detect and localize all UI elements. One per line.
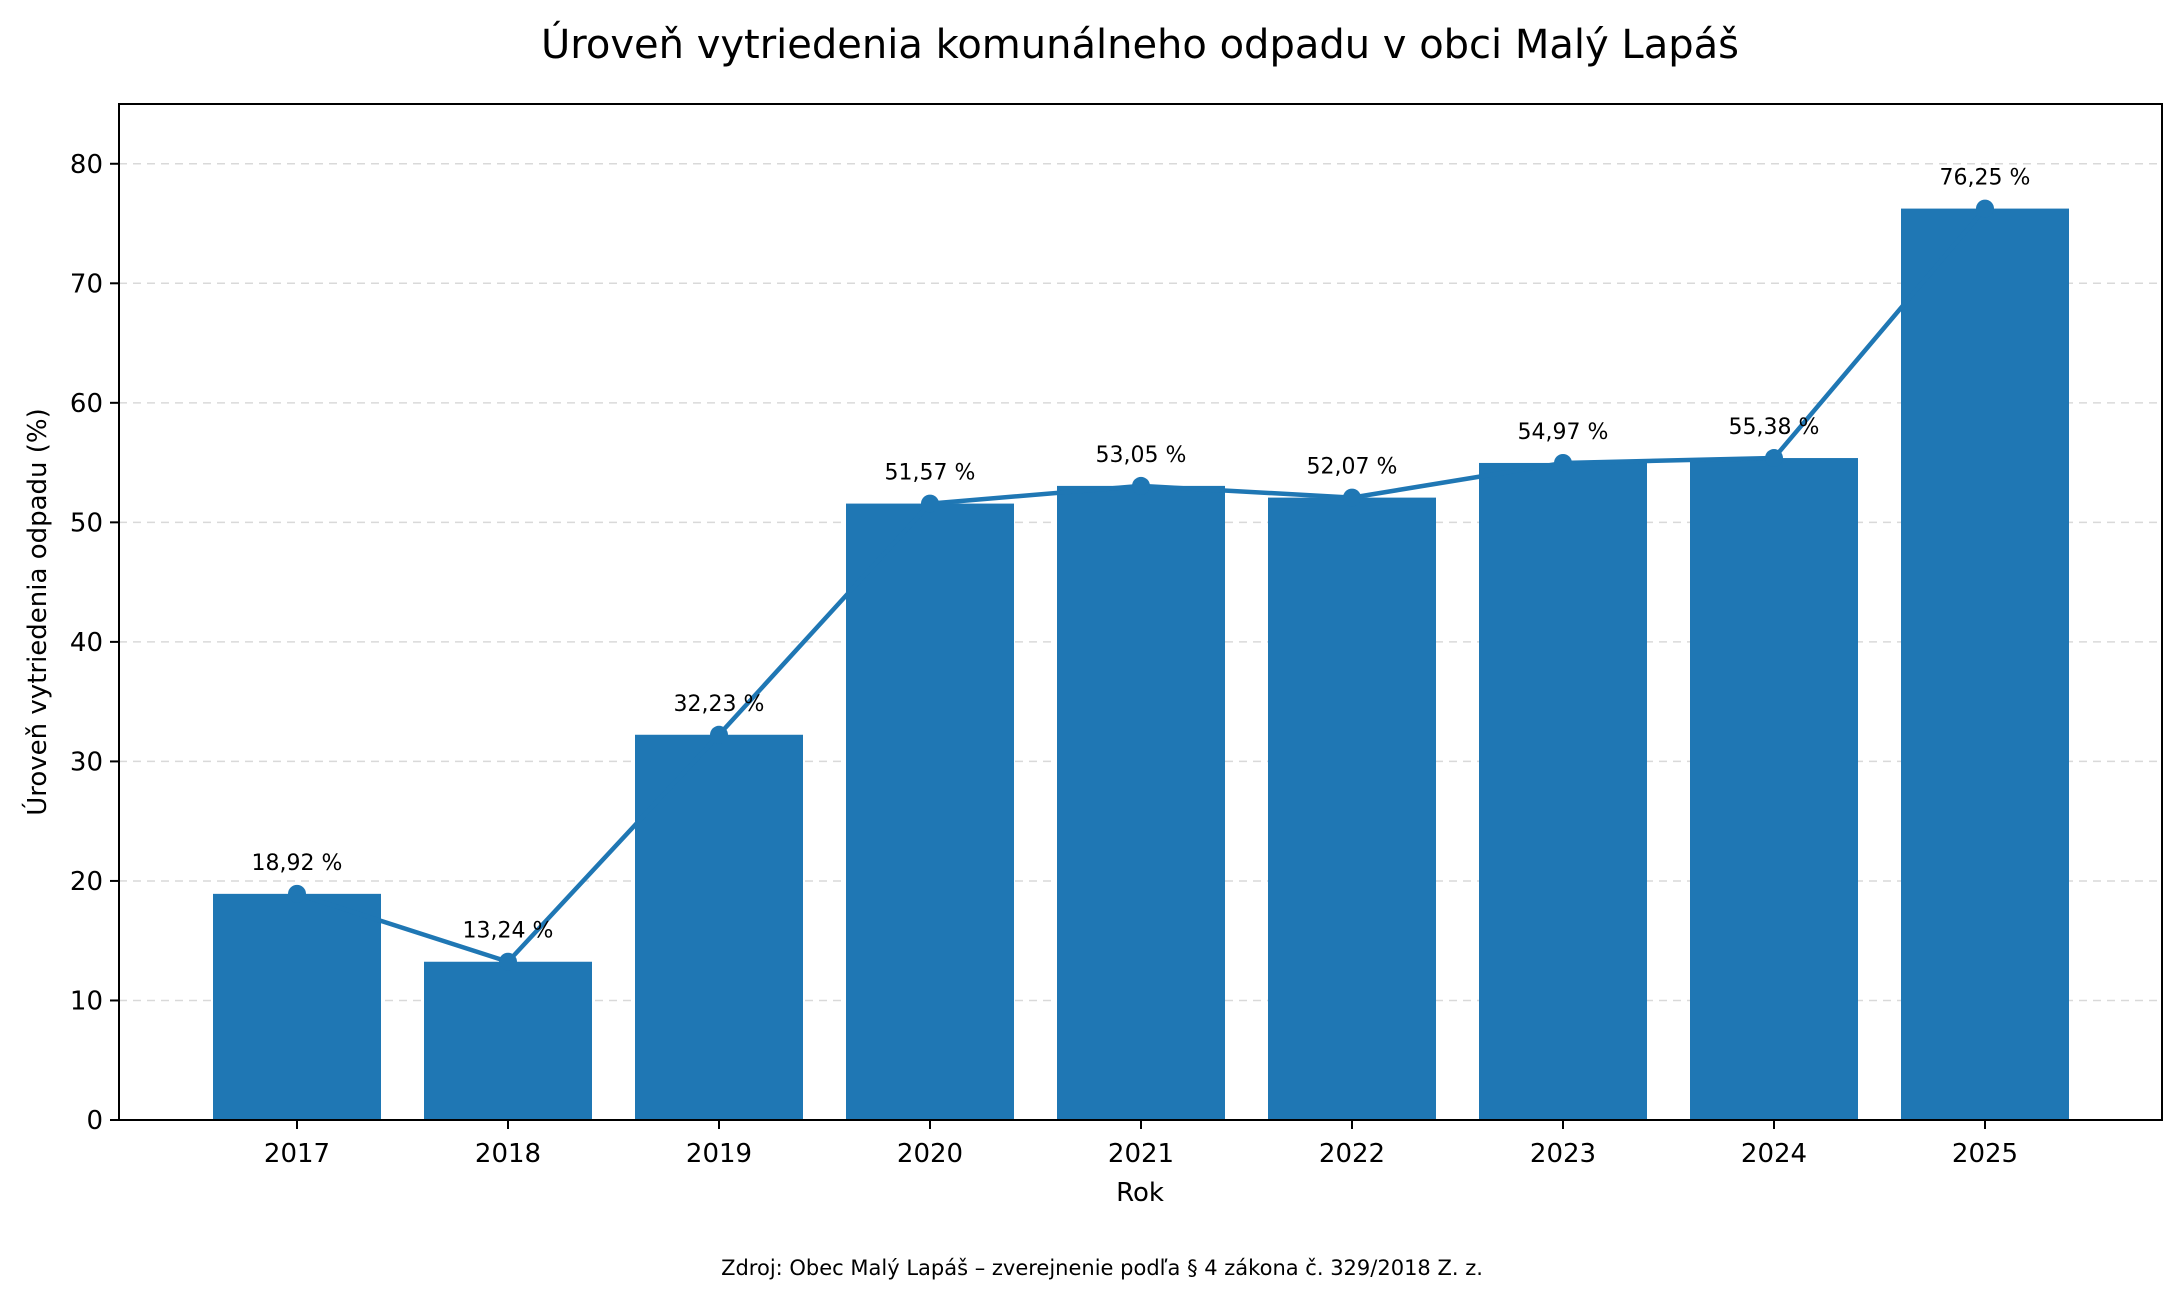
x-tick-label: 2025	[1952, 1139, 2018, 1169]
y-tick-label: 10	[70, 986, 103, 1016]
x-axis: 2017 2018 2019 2020 2021 2022 2023 2024 2025	[264, 1120, 2018, 1169]
x-tick-label: 2021	[1108, 1139, 1174, 1169]
bar	[424, 961, 592, 1120]
data-point	[1343, 488, 1361, 507]
data-label: 32,23 %	[674, 692, 765, 717]
y-tick-label: 40	[70, 628, 103, 658]
data-label: 54,97 %	[1518, 420, 1609, 445]
y-axis: 0 10 20 30 40 50 60 70 80	[70, 150, 119, 1136]
bar	[213, 893, 381, 1120]
data-label: 55,38 %	[1729, 415, 1820, 440]
x-tick-label: 2020	[897, 1139, 963, 1169]
bar	[1057, 485, 1225, 1120]
x-tick-label: 2023	[1530, 1139, 1596, 1169]
data-label: 13,24 %	[463, 919, 554, 944]
bar	[635, 734, 803, 1120]
y-tick-label: 20	[70, 867, 103, 897]
bar	[1690, 458, 1858, 1120]
data-label: 76,25 %	[1940, 166, 2031, 191]
x-axis-label: Rok	[1116, 1178, 1164, 1208]
data-label: 52,07 %	[1307, 455, 1398, 480]
data-point	[1765, 449, 1783, 468]
y-tick-label: 30	[70, 747, 103, 777]
y-tick-label: 50	[70, 508, 103, 538]
data-point	[1132, 476, 1150, 495]
y-axis-label: Úroveň vytriedenia odpadu (%)	[21, 408, 53, 816]
data-point	[288, 884, 306, 903]
x-tick-label: 2022	[1319, 1139, 1385, 1169]
bar	[1901, 208, 2069, 1120]
x-tick-label: 2017	[264, 1139, 330, 1169]
data-point	[1554, 453, 1572, 472]
data-label: 53,05 %	[1096, 443, 1187, 468]
bar	[846, 503, 1014, 1121]
x-tick-label: 2018	[475, 1139, 541, 1169]
chart-title: Úroveň vytriedenia komunálneho odpadu v …	[541, 20, 1739, 68]
data-point	[921, 494, 939, 513]
y-tick-label: 70	[70, 269, 103, 299]
bar	[1479, 462, 1647, 1120]
line-layer	[288, 199, 1994, 971]
data-label: 18,92 %	[252, 851, 343, 876]
data-point	[1976, 199, 1994, 218]
y-tick-label: 60	[70, 389, 103, 419]
x-tick-label: 2024	[1741, 1139, 1807, 1169]
data-point	[710, 725, 728, 744]
data-point	[499, 952, 517, 971]
x-tick-label: 2019	[686, 1139, 752, 1169]
y-tick-label: 80	[70, 150, 103, 180]
data-labels-layer: 18,92 % 13,24 % 32,23 % 51,57 % 53,05 % 52,07…	[252, 166, 2031, 944]
source-note: Zdroj: Obec Malý Lapáš – zverejnenie pod…	[721, 1256, 1483, 1280]
bars-layer	[213, 208, 2069, 1121]
y-tick-label: 0	[86, 1106, 103, 1136]
data-label: 51,57 %	[885, 461, 976, 486]
bar	[1268, 497, 1436, 1120]
